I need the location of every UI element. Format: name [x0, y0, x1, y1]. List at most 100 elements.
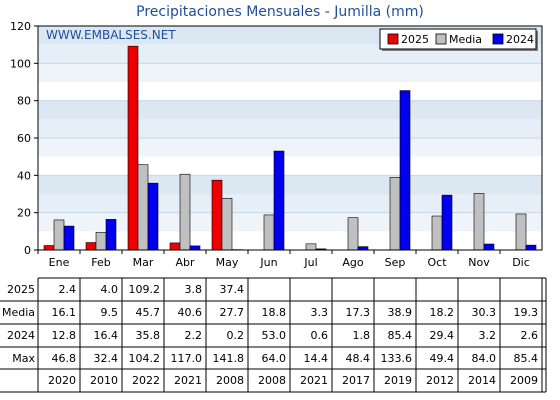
grid-band [38, 231, 542, 250]
grid-band [38, 119, 542, 138]
y-tick-label: 80 [17, 95, 31, 108]
table-cell: 12.8 [52, 329, 77, 342]
bar-media-oct [431, 215, 443, 251]
bar-media-may [221, 197, 233, 251]
x-tick-label: Ago [342, 256, 364, 269]
bar-2024-dic [525, 244, 537, 251]
chart-title: Precipitaciones Mensuales - Jumilla (mm) [136, 4, 424, 20]
legend-label-media: Media [449, 33, 482, 46]
table-cell: 9.5 [101, 306, 119, 319]
grid-band [38, 212, 542, 232]
table-cell: 35.8 [136, 329, 161, 342]
bar-media-abr [179, 173, 191, 251]
bar-2025-feb [85, 242, 97, 251]
table-cell: 17.3 [346, 306, 371, 319]
grid-band [38, 156, 542, 176]
plot-area: 0 20 40 60 80 100 120 Ene Feb Mar Abr May Jun Jul Ago S… [10, 20, 543, 269]
x-tick-label: Feb [91, 256, 110, 269]
grid-band [38, 100, 542, 120]
bar-media-feb [95, 231, 107, 251]
table-cell: 2.4 [59, 283, 77, 296]
table-cell: 85.4 [388, 329, 413, 342]
grid-band [38, 63, 542, 82]
table-cell: 14.4 [304, 352, 329, 365]
table-cell: 46.8 [52, 352, 77, 365]
x-tick-label: Dic [512, 256, 530, 269]
bar-media-jul [305, 243, 317, 251]
bar-media-nov [473, 193, 485, 251]
table-cell: 117.0 [171, 352, 203, 365]
bar-media-mar [137, 164, 149, 251]
table-cell: 2008 [216, 374, 244, 387]
grid-band [38, 194, 542, 213]
table-row-label: 2025 [7, 283, 35, 296]
grid-band [38, 138, 542, 157]
bar-2025-may [211, 179, 223, 251]
table-cell: 133.6 [381, 352, 413, 365]
table-cell: 2.2 [185, 329, 203, 342]
bar-2024-ago [357, 246, 369, 251]
table-cell: 38.9 [388, 306, 413, 319]
table-cell: 2012 [426, 374, 454, 387]
table-cell: 141.8 [213, 352, 245, 365]
y-tick-label: 0 [24, 244, 31, 257]
table-cell: 48.4 [346, 352, 371, 365]
legend-swatch-2025 [387, 33, 399, 45]
bar-media-jun [263, 214, 275, 251]
bar-2024-oct [441, 194, 453, 251]
table-cell: 2020 [48, 374, 76, 387]
table-cell: 19.3 [514, 306, 539, 319]
table-cell: 2021 [300, 374, 328, 387]
table-cell: 40.6 [178, 306, 203, 319]
table-cell: 2021 [174, 374, 202, 387]
y-tick-label: 100 [10, 57, 31, 70]
table-row-label: Max [12, 352, 35, 365]
table-row-label: 2024 [7, 329, 35, 342]
table-cell: 32.4 [94, 352, 119, 365]
table-cell: 27.7 [220, 306, 245, 319]
table-cell: 85.4 [514, 352, 539, 365]
table-cell: 45.7 [136, 306, 161, 319]
legend-swatch-2024 [492, 33, 504, 45]
bar-2024-abr [189, 245, 201, 251]
y-tick-label: 40 [17, 169, 31, 182]
table-cell: 84.0 [472, 352, 497, 365]
legend-label-2024: 2024 [506, 33, 534, 46]
x-tick-label: Mar [133, 256, 154, 269]
x-tick-label: Ene [49, 256, 70, 269]
bar-2024-mar [147, 182, 159, 251]
bar-2024-sep [399, 90, 411, 251]
data-table: 2025 2.4 4.0 109.2 3.8 37.4 Media 16.1 9.5 45.7 40… [0, 277, 547, 393]
table-cell: 64.0 [262, 352, 287, 365]
table-cell: 30.3 [472, 306, 497, 319]
table-cell: 2010 [90, 374, 118, 387]
table-cell: 18.2 [430, 306, 455, 319]
table-cell: 0.2 [227, 329, 245, 342]
y-tick-label: 60 [17, 132, 31, 145]
table-cell: 16.4 [94, 329, 119, 342]
table-cell: 29.4 [430, 329, 455, 342]
table-cell: 37.4 [220, 283, 245, 296]
table-cell: 2014 [468, 374, 496, 387]
table-cell: 16.1 [52, 306, 77, 319]
table-cell: 3.2 [479, 329, 497, 342]
x-tick-label: Nov [468, 256, 490, 269]
x-tick-label: Oct [427, 256, 447, 269]
x-tick-label: Sep [385, 256, 406, 269]
bar-media-ene [53, 219, 65, 251]
table-row-label: Media [2, 306, 35, 319]
table-cell: 2008 [258, 374, 286, 387]
table-cell: 53.0 [262, 329, 287, 342]
table-cell: 1.8 [353, 329, 371, 342]
bar-2024-jun [273, 150, 285, 251]
bar-2024-ene [63, 225, 75, 251]
table-cell: 18.8 [262, 306, 287, 319]
bar-2025-mar [127, 45, 139, 251]
bar-2025-abr [169, 242, 181, 251]
bar-media-ago [347, 217, 359, 251]
bar-media-sep [389, 177, 401, 251]
legend-label-2025: 2025 [401, 33, 429, 46]
legend: 2025 Media 2024 [379, 28, 538, 51]
table-cell: 3.3 [311, 306, 329, 319]
